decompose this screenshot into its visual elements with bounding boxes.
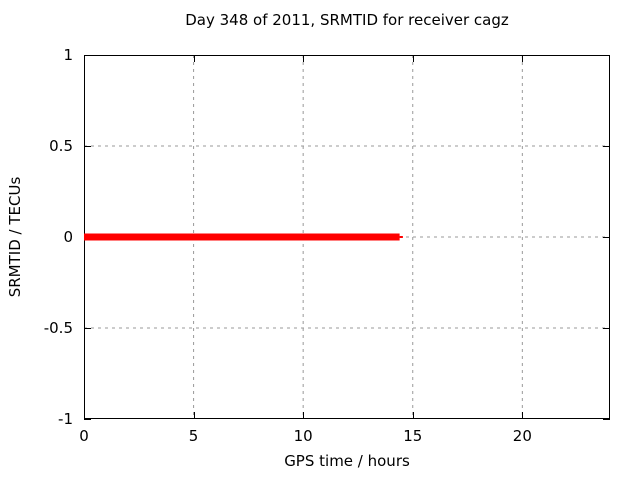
x-tick-label: 15 <box>403 427 422 445</box>
y-tick-label: 1 <box>63 46 73 64</box>
y-tick-label: 0.5 <box>49 137 73 155</box>
y-tick-label: -1 <box>58 410 73 428</box>
x-tick-label: 0 <box>79 427 89 445</box>
y-tick-label: 0 <box>63 228 73 246</box>
x-tick-label: 10 <box>294 427 313 445</box>
x-tick-label: 20 <box>513 427 532 445</box>
y-tick-label: -0.5 <box>44 319 73 337</box>
chart-title: Day 348 of 2011, SRMTID for receiver cag… <box>185 11 509 29</box>
x-axis-label: GPS time / hours <box>284 452 410 470</box>
x-tick-label: 5 <box>189 427 199 445</box>
